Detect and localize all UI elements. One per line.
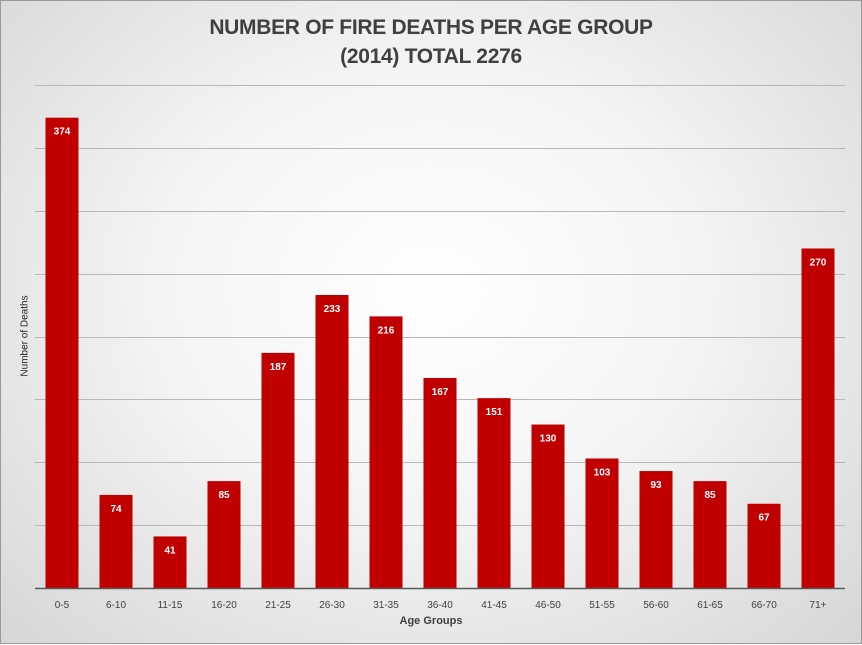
chart-title: NUMBER OF FIRE DEATHS PER AGE GROUP (201… bbox=[1, 13, 861, 71]
bar-value-label: 187 bbox=[270, 362, 287, 373]
bar bbox=[423, 377, 457, 588]
bar-value-label: 216 bbox=[378, 325, 395, 336]
x-tick-label: 31-35 bbox=[373, 600, 399, 611]
bar-value-label: 151 bbox=[486, 407, 503, 418]
x-tick-label: 56-60 bbox=[643, 600, 669, 611]
bar bbox=[207, 481, 241, 588]
x-tick-labels: 0-5 6-10 11-15 16-20 21-25 26-30 31-35 36-40 41-… bbox=[55, 600, 827, 611]
bar bbox=[369, 316, 403, 588]
chart-title-line-2: (2014) TOTAL 2276 bbox=[340, 45, 522, 68]
x-tick-label: 16-20 bbox=[211, 600, 237, 611]
bar-value-label: 85 bbox=[704, 490, 716, 501]
bar bbox=[315, 295, 349, 588]
bar bbox=[693, 481, 727, 588]
x-tick-label: 6-10 bbox=[106, 600, 126, 611]
bar-value-label: 41 bbox=[164, 545, 176, 556]
bar-value-label: 103 bbox=[594, 467, 611, 478]
x-axis-title: Age Groups bbox=[399, 615, 463, 627]
chart-title-line-1: NUMBER OF FIRE DEATHS PER AGE GROUP bbox=[209, 16, 653, 39]
x-tick-label: 71+ bbox=[810, 600, 827, 611]
x-tick-label: 21-25 bbox=[265, 600, 291, 611]
x-tick-label: 36-40 bbox=[427, 600, 453, 611]
y-axis-title: Number of Deaths bbox=[19, 295, 31, 377]
value-labels: 374 74 41 85 187 233 216 167 151 130 103 93 85 67 270 bbox=[54, 127, 827, 557]
bar bbox=[801, 248, 835, 588]
bar-value-label: 130 bbox=[540, 434, 557, 445]
bar bbox=[153, 536, 187, 588]
bar-value-label: 233 bbox=[324, 304, 341, 315]
bar-value-label: 85 bbox=[218, 490, 230, 501]
bar-value-label: 93 bbox=[650, 480, 662, 491]
x-tick-label: 66-70 bbox=[751, 600, 777, 611]
bar bbox=[531, 424, 565, 588]
bar bbox=[585, 458, 619, 588]
bar bbox=[747, 503, 781, 588]
bar bbox=[639, 471, 673, 588]
bar bbox=[261, 352, 295, 588]
bar-value-label: 67 bbox=[758, 513, 770, 524]
x-tick-label: 51-55 bbox=[589, 600, 615, 611]
bar-value-label: 167 bbox=[432, 387, 449, 398]
bar bbox=[99, 494, 133, 588]
bar bbox=[45, 117, 79, 588]
x-tick-label: 0-5 bbox=[55, 600, 70, 611]
x-tick-label: 11-15 bbox=[158, 600, 183, 611]
bar-value-label: 74 bbox=[110, 504, 122, 515]
x-tick-label: 61-65 bbox=[697, 600, 723, 611]
bar-value-label: 270 bbox=[810, 257, 827, 268]
bar bbox=[477, 398, 511, 588]
x-tick-label: 46-50 bbox=[535, 600, 561, 611]
x-tick-label: 26-30 bbox=[319, 600, 345, 611]
bars bbox=[45, 117, 835, 588]
bar-value-label: 374 bbox=[54, 127, 71, 138]
x-tick-label: 41-45 bbox=[481, 600, 507, 611]
